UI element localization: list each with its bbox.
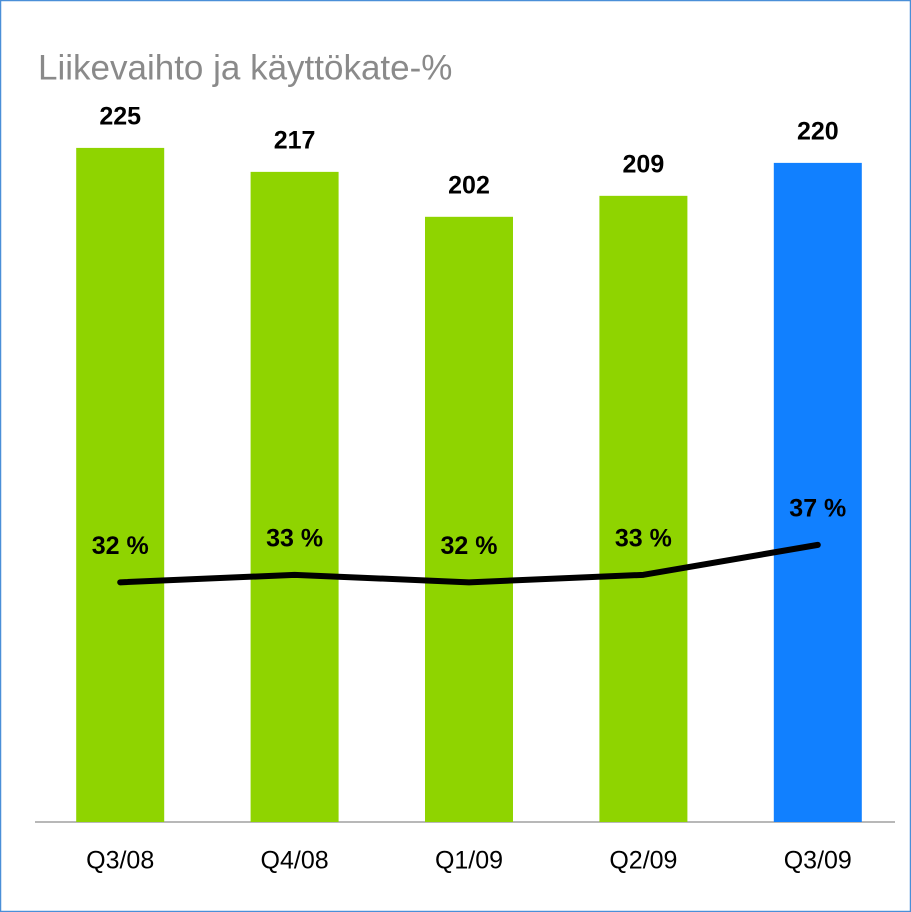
line-value-label: 32 % (441, 532, 498, 560)
bar-value-label: 217 (274, 126, 316, 154)
bar-value-label: 225 (99, 103, 141, 131)
bar-value-label: 209 (623, 150, 665, 178)
line-value-label: 37 % (789, 494, 846, 522)
x-tick-label: Q2/09 (609, 847, 677, 875)
bar (76, 147, 165, 822)
line-value-label: 32 % (92, 532, 149, 560)
bar-value-label: 220 (797, 117, 839, 145)
x-tick-label: Q4/08 (261, 847, 329, 875)
x-tick-label: Q3/09 (784, 847, 852, 875)
line-value-label: 33 % (615, 524, 672, 552)
bar (425, 216, 513, 823)
x-tick-label: Q3/08 (86, 847, 154, 875)
x-tick-label: Q1/09 (435, 847, 503, 875)
line-value-label: 33 % (266, 524, 323, 552)
bar (250, 171, 339, 823)
bar (599, 195, 688, 822)
chart-title: Liikevaihto ja käyttökate-% (38, 48, 452, 87)
bar-value-label: 202 (448, 171, 490, 199)
line (117, 541, 821, 586)
bar (773, 162, 862, 822)
